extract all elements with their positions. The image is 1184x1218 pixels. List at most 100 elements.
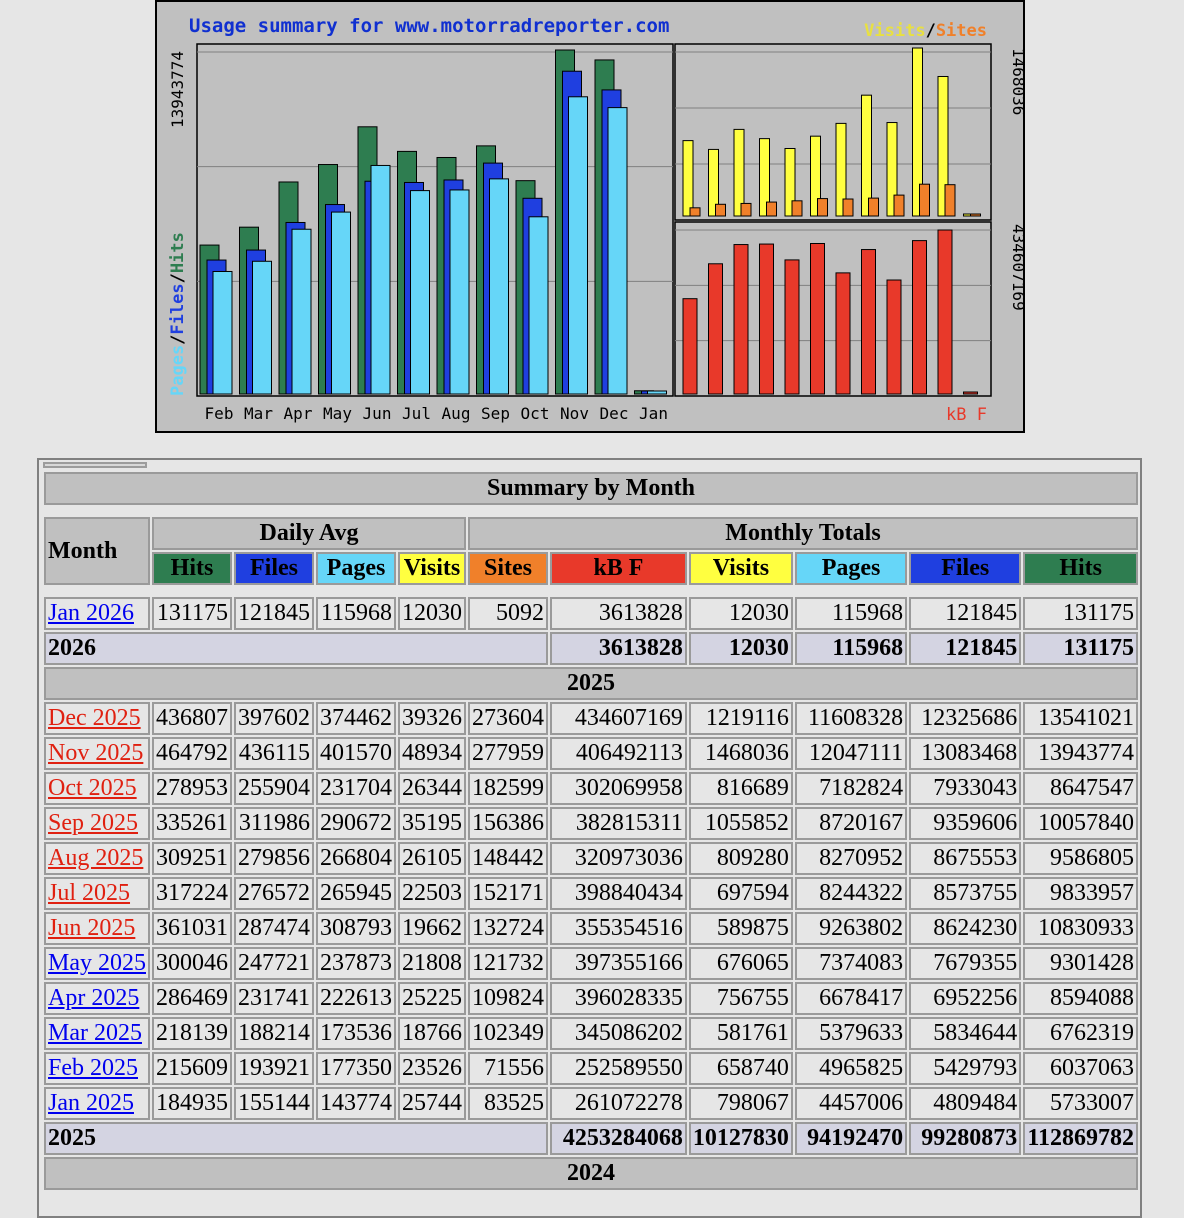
cell-kb: 434607169 — [550, 702, 687, 735]
cell-pages: 7374083 — [794, 947, 908, 980]
kb-max-label: 434607169 — [1009, 224, 1023, 311]
cell-visits: 798067 — [688, 1087, 793, 1120]
cell-pages: 7182824 — [794, 772, 908, 805]
cell-files: 7679355 — [909, 947, 1022, 980]
cell-pages: 12047111 — [794, 737, 908, 770]
cell-d-visits: 21808 — [398, 947, 466, 980]
cell-d-visits: 18766 — [398, 1017, 466, 1050]
cell-visits: 589875 — [688, 912, 793, 945]
x-label-nov: Nov — [560, 404, 589, 423]
cell-d-pages: 222613 — [316, 982, 396, 1015]
cell-d-visits: 26344 — [398, 772, 466, 805]
month-cell: Jan 2026 — [44, 597, 150, 630]
month-link[interactable]: Sep 2025 — [48, 810, 138, 836]
visits-max-label: 1468036 — [1009, 48, 1023, 115]
cell-sites: 102349 — [468, 1017, 548, 1050]
col-hits: Hits — [1023, 552, 1138, 585]
bar-pages-jun — [370, 164, 391, 395]
month-cell: Dec 2025 — [44, 702, 150, 735]
cell-sites: 152171 — [468, 877, 548, 910]
bar-kb-sep — [861, 249, 876, 395]
bar-visits-nov — [912, 47, 923, 217]
cell-d-files: 193921 — [234, 1052, 314, 1085]
cell-pages: 8720167 — [794, 807, 908, 840]
cell-files: 5429793 — [909, 1052, 1022, 1085]
cell-sites: 109824 — [468, 982, 548, 1015]
bar-sites-may — [766, 201, 777, 217]
month-link[interactable]: Apr 2025 — [48, 985, 140, 1011]
bar-sites-feb — [689, 207, 701, 217]
cell-d-hits: 215609 — [152, 1052, 232, 1085]
bar-pages-nov — [568, 96, 588, 395]
cell-hits: 5733007 — [1023, 1087, 1138, 1120]
summary-by-month: Summary by Month Month Daily Avg Monthly… — [37, 458, 1142, 1218]
month-link[interactable]: Jan 2026 — [48, 600, 134, 626]
bar-kb-mar — [708, 263, 723, 395]
table-row: Aug 2025 309251 279856 266804 26105 148442 320… — [44, 842, 1138, 875]
table-row: Jul 2025 317224 276572 265945 22503 152171 398… — [44, 877, 1138, 910]
year-2026-body: Jan 2026 131175 121845 115968 12030 5092 36138… — [44, 597, 1138, 630]
month-link[interactable]: Dec 2025 — [48, 705, 141, 731]
top-rule — [43, 462, 147, 468]
cell-files: 5834644 — [909, 1017, 1022, 1050]
month-link[interactable]: Aug 2025 — [48, 845, 144, 871]
bar-visits-sep — [861, 94, 872, 217]
cell-hits: 10830933 — [1023, 912, 1138, 945]
cell-files: 8573755 — [909, 877, 1022, 910]
cell-pages: 9263802 — [794, 912, 908, 945]
table-row: Jun 2025 361031 287474 308793 19662 132724 355… — [44, 912, 1138, 945]
usage-summary-chart: Usage summary for www.motorradreporter.c… — [155, 0, 1025, 433]
month-cell: Jun 2025 — [44, 912, 150, 945]
month-link[interactable]: Mar 2025 — [48, 1020, 142, 1046]
bar-sites-aug — [842, 198, 854, 217]
bar-sites-apr — [740, 202, 752, 217]
x-label-sep: Sep — [481, 404, 510, 423]
cell-d-files: 155144 — [234, 1087, 314, 1120]
cell-hits: 8594088 — [1023, 982, 1138, 1015]
cell-sites: 71556 — [468, 1052, 548, 1085]
month-link[interactable]: Jan 2025 — [48, 1090, 134, 1116]
cell-d-files: 436115 — [234, 737, 314, 770]
cell-hits: 6037063 — [1023, 1052, 1138, 1085]
month-cell: Feb 2025 — [44, 1052, 150, 1085]
col-sites: Sites — [468, 552, 548, 585]
month-link[interactable]: Jun 2025 — [48, 915, 136, 941]
total-visits: 12030 — [688, 632, 793, 665]
bar-visits-jul — [810, 135, 821, 217]
month-link[interactable]: Oct 2025 — [48, 775, 137, 801]
cell-visits: 816689 — [688, 772, 793, 805]
cell-d-visits: 25744 — [398, 1087, 466, 1120]
cell-hits: 9586805 — [1023, 842, 1138, 875]
cell-d-pages: 173536 — [316, 1017, 396, 1050]
cell-sites: 148442 — [468, 842, 548, 875]
cell-pages: 5379633 — [794, 1017, 908, 1050]
cell-d-hits: 436807 — [152, 702, 232, 735]
usage-chart-svg: Usage summary for www.motorradreporter.c… — [168, 15, 1023, 425]
pages-files-hits-legend: Pages/Files/Hits — [168, 232, 188, 396]
month-link[interactable]: Nov 2025 — [48, 740, 144, 766]
month-link[interactable]: Feb 2025 — [48, 1055, 138, 1081]
table-row: Mar 2025 218139 188214 173536 18766 102349 345… — [44, 1017, 1138, 1050]
year-label: 2025 — [44, 667, 1138, 700]
cell-files: 12325686 — [909, 702, 1022, 735]
cell-kb: 345086202 — [550, 1017, 687, 1050]
table-row: Jan 2025 184935 155144 143774 25744 83525 2610… — [44, 1087, 1138, 1120]
cell-files: 8675553 — [909, 842, 1022, 875]
year-2025-body: Dec 2025 436807 397602 374462 39326 273604 434… — [44, 702, 1138, 1120]
table-row: Sep 2025 335261 311986 290672 35195 156386 382… — [44, 807, 1138, 840]
cell-sites: 83525 — [468, 1087, 548, 1120]
cell-d-files: 279856 — [234, 842, 314, 875]
bar-pages-mar — [252, 260, 272, 395]
cell-d-files: 247721 — [234, 947, 314, 980]
month-cell: May 2025 — [44, 947, 150, 980]
cell-d-pages: 265945 — [316, 877, 396, 910]
bar-sites-dec — [944, 184, 956, 217]
month-link[interactable]: May 2025 — [48, 950, 146, 976]
cell-files: 121845 — [909, 597, 1022, 630]
cell-sites: 5092 — [468, 597, 548, 630]
x-label-jan: Jan — [639, 404, 668, 423]
month-link[interactable]: Jul 2025 — [48, 880, 131, 906]
bar-kb-feb — [682, 298, 698, 395]
bar-sites-jul — [817, 198, 828, 217]
cell-files: 9359606 — [909, 807, 1022, 840]
